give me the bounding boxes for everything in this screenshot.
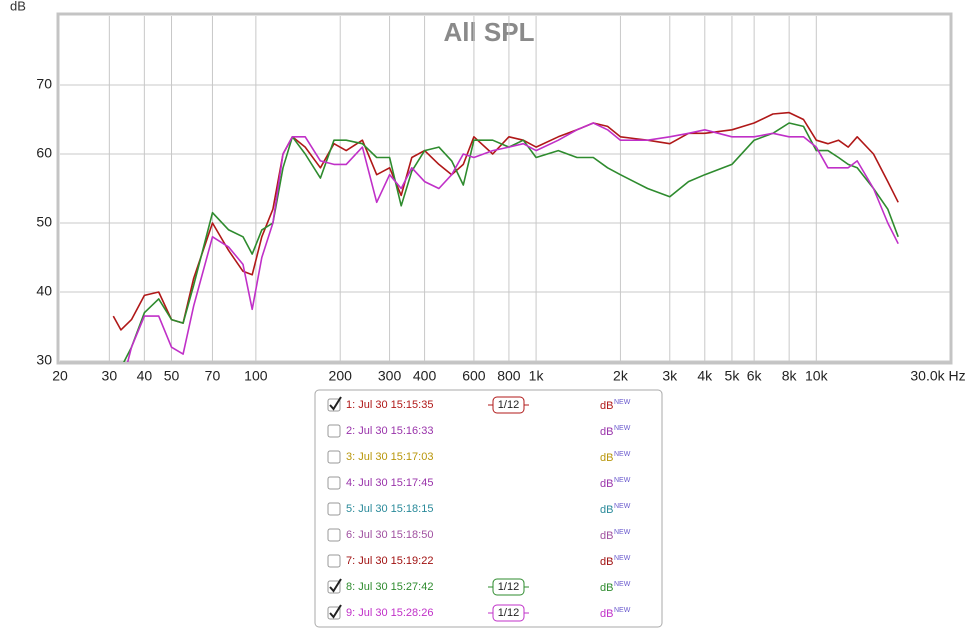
- smoothing-label: 1/12: [498, 399, 519, 411]
- y-tick-label: 70: [36, 76, 52, 92]
- legend-tag: NEW: [614, 477, 631, 484]
- legend-label: 7: Jul 30 15:19:22: [346, 555, 433, 567]
- legend-checkbox[interactable]: [327, 528, 341, 542]
- x-tick-label: 5k: [725, 368, 741, 384]
- legend-checkbox[interactable]: [327, 554, 341, 568]
- legend-check: [329, 604, 342, 619]
- y-tick-label: 40: [36, 283, 52, 299]
- legend-label: 1: Jul 30 15:15:35: [346, 399, 433, 411]
- legend-unit: dB: [600, 582, 613, 594]
- x-tick-label: 200: [329, 368, 353, 384]
- legend-unit: dB: [600, 608, 613, 620]
- legend-checkbox[interactable]: [327, 476, 341, 490]
- x-tick-label: 20: [52, 368, 68, 384]
- x-tick-label: 800: [497, 368, 521, 384]
- smoothing-badge: [492, 396, 525, 414]
- legend-tag: NEW: [614, 529, 631, 536]
- x-tick-label: 6k: [747, 368, 763, 384]
- x-tick-label: 100: [244, 368, 268, 384]
- x-tick-label: 8k: [782, 368, 798, 384]
- x-tick-label: 30.0k Hz: [910, 368, 965, 384]
- legend-checkbox[interactable]: [327, 424, 341, 438]
- legend-label: 4: Jul 30 15:17:45: [346, 477, 433, 489]
- legend-label: 6: Jul 30 15:18:50: [346, 529, 433, 541]
- legend-unit: dB: [600, 426, 613, 438]
- x-tick-label: 40: [137, 368, 153, 384]
- legend-unit: dB: [600, 556, 613, 568]
- legend-label: 8: Jul 30 15:27:42: [346, 581, 433, 593]
- legend-tag: NEW: [614, 581, 631, 588]
- legend-label: 5: Jul 30 15:18:15: [346, 503, 433, 515]
- x-tick-label: 1k: [529, 368, 545, 384]
- legend-tag: NEW: [614, 399, 631, 406]
- smoothing-label: 1/12: [498, 607, 519, 619]
- legend-tag: NEW: [614, 451, 631, 458]
- legend-check: [329, 578, 342, 593]
- series-line: [126, 122, 899, 362]
- legend-unit: dB: [600, 452, 613, 464]
- smoothing-badge: [492, 578, 525, 596]
- legend-check: [329, 396, 342, 411]
- legend-tag: NEW: [614, 607, 631, 614]
- x-tick-label: 3k: [662, 368, 678, 384]
- x-tick-label: 30: [102, 368, 118, 384]
- legend-unit: dB: [600, 504, 613, 516]
- y-tick-label: 30: [36, 352, 52, 368]
- legend-checkbox[interactable]: [327, 502, 341, 516]
- legend-tag: NEW: [614, 503, 631, 510]
- series-line: [112, 111, 899, 331]
- y-tick-label: 60: [36, 145, 52, 161]
- legend-tag: NEW: [614, 425, 631, 432]
- x-tick-label: 70: [205, 368, 221, 384]
- y-tick-label: 50: [36, 214, 52, 230]
- series-line: [123, 122, 899, 362]
- legend-unit: dB: [600, 478, 613, 490]
- legend-tag: NEW: [614, 555, 631, 562]
- x-tick-label: 10k: [805, 368, 829, 384]
- x-tick-label: 600: [462, 368, 486, 384]
- smoothing-badge: [492, 604, 525, 622]
- y-axis-label: dB: [10, 0, 26, 13]
- legend-panel: [314, 389, 663, 628]
- x-tick-label: 300: [378, 368, 402, 384]
- plot-frame: [56, 12, 953, 365]
- x-tick-label: 400: [413, 368, 437, 384]
- x-tick-label: 50: [164, 368, 180, 384]
- legend-label: 9: Jul 30 15:28:26: [346, 607, 433, 619]
- smoothing-label: 1/12: [498, 581, 519, 593]
- x-tick-label: 2k: [613, 368, 629, 384]
- chart-title: All SPL: [443, 17, 534, 47]
- legend-label: 3: Jul 30 15:17:03: [346, 451, 433, 463]
- legend-unit: dB: [600, 400, 613, 412]
- legend-label: 2: Jul 30 15:16:33: [346, 425, 433, 437]
- legend-unit: dB: [600, 530, 613, 542]
- legend-checkbox[interactable]: [327, 450, 341, 464]
- x-tick-label: 4k: [697, 368, 713, 384]
